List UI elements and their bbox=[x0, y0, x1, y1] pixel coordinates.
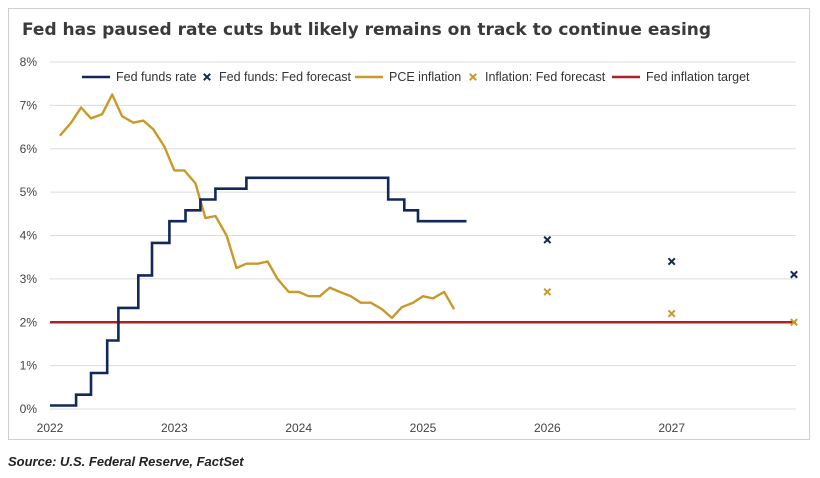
y-tick-label: 4% bbox=[20, 229, 38, 243]
marker-stroke bbox=[790, 318, 798, 327]
fed-funds-forecast-point bbox=[790, 270, 798, 279]
legend-swatch bbox=[203, 73, 211, 81]
x-tick-label: 2023 bbox=[161, 421, 188, 435]
x-tick-label: 2026 bbox=[534, 421, 561, 435]
marker-stroke bbox=[203, 73, 211, 81]
legend-item: PCE inflation bbox=[355, 70, 461, 84]
inflation-forecast-point bbox=[667, 309, 676, 318]
source-note: Source: U.S. Federal Reserve, FactSet bbox=[8, 454, 244, 469]
x-axis-ticks: 2022 2023 2024 2025 2026 2027 bbox=[37, 421, 686, 435]
y-axis-ticks: 0% 1% 2% 3% 4% 5% 6% 7% 8% bbox=[20, 55, 38, 416]
legend-label: Fed funds: Fed forecast bbox=[219, 70, 352, 84]
marker-stroke bbox=[543, 235, 552, 244]
legend-label: Fed inflation target bbox=[646, 70, 750, 84]
series-pce-inflation bbox=[58, 93, 456, 320]
chart-frame bbox=[8, 8, 810, 440]
legend-item: Inflation: Fed forecast bbox=[469, 70, 606, 84]
y-tick-label: 2% bbox=[20, 315, 38, 329]
x-tick-label: 2027 bbox=[658, 421, 685, 435]
y-tick-label: 1% bbox=[20, 359, 38, 373]
marker-stroke bbox=[790, 270, 798, 279]
legend-swatch bbox=[469, 73, 477, 81]
gridlines bbox=[50, 61, 796, 410]
legend-label: PCE inflation bbox=[389, 70, 461, 84]
inflation-forecast-point bbox=[543, 287, 552, 296]
marker-stroke bbox=[667, 257, 676, 266]
y-tick-label: 5% bbox=[20, 185, 38, 199]
y-tick-label: 7% bbox=[20, 98, 38, 112]
x-tick-label: 2022 bbox=[37, 421, 64, 435]
legend-item: Fed funds: Fed forecast bbox=[203, 70, 352, 84]
fed-funds-forecast-point bbox=[667, 257, 676, 266]
legend-item: Fed inflation target bbox=[612, 70, 750, 84]
x-tick-label: 2024 bbox=[285, 421, 312, 435]
x-tick-label: 2025 bbox=[410, 421, 437, 435]
inflation-forecast-point bbox=[790, 318, 798, 327]
marker-stroke bbox=[667, 309, 676, 318]
legend-label: Fed funds rate bbox=[116, 70, 197, 84]
y-tick-label: 8% bbox=[20, 55, 38, 69]
y-tick-label: 3% bbox=[20, 272, 38, 286]
legend: Fed funds rate Fed funds: Fed forecast PCE… bbox=[82, 70, 750, 84]
series-fed-funds-rate bbox=[50, 176, 467, 407]
chart-title: Fed has paused rate cuts but likely rema… bbox=[22, 20, 712, 40]
y-tick-label: 6% bbox=[20, 142, 38, 156]
y-tick-label: 0% bbox=[20, 402, 38, 416]
marker-stroke bbox=[543, 287, 552, 296]
fed-funds-forecast-point bbox=[543, 235, 552, 244]
line-chart: 0%1%2%3%4%5%6%7%8% 2022 2023 2024 2025 2026 2… bbox=[20, 55, 798, 435]
marker-stroke bbox=[469, 73, 477, 81]
series bbox=[50, 93, 798, 407]
legend-label: Inflation: Fed forecast bbox=[485, 70, 606, 84]
legend-item: Fed funds rate bbox=[82, 70, 197, 84]
